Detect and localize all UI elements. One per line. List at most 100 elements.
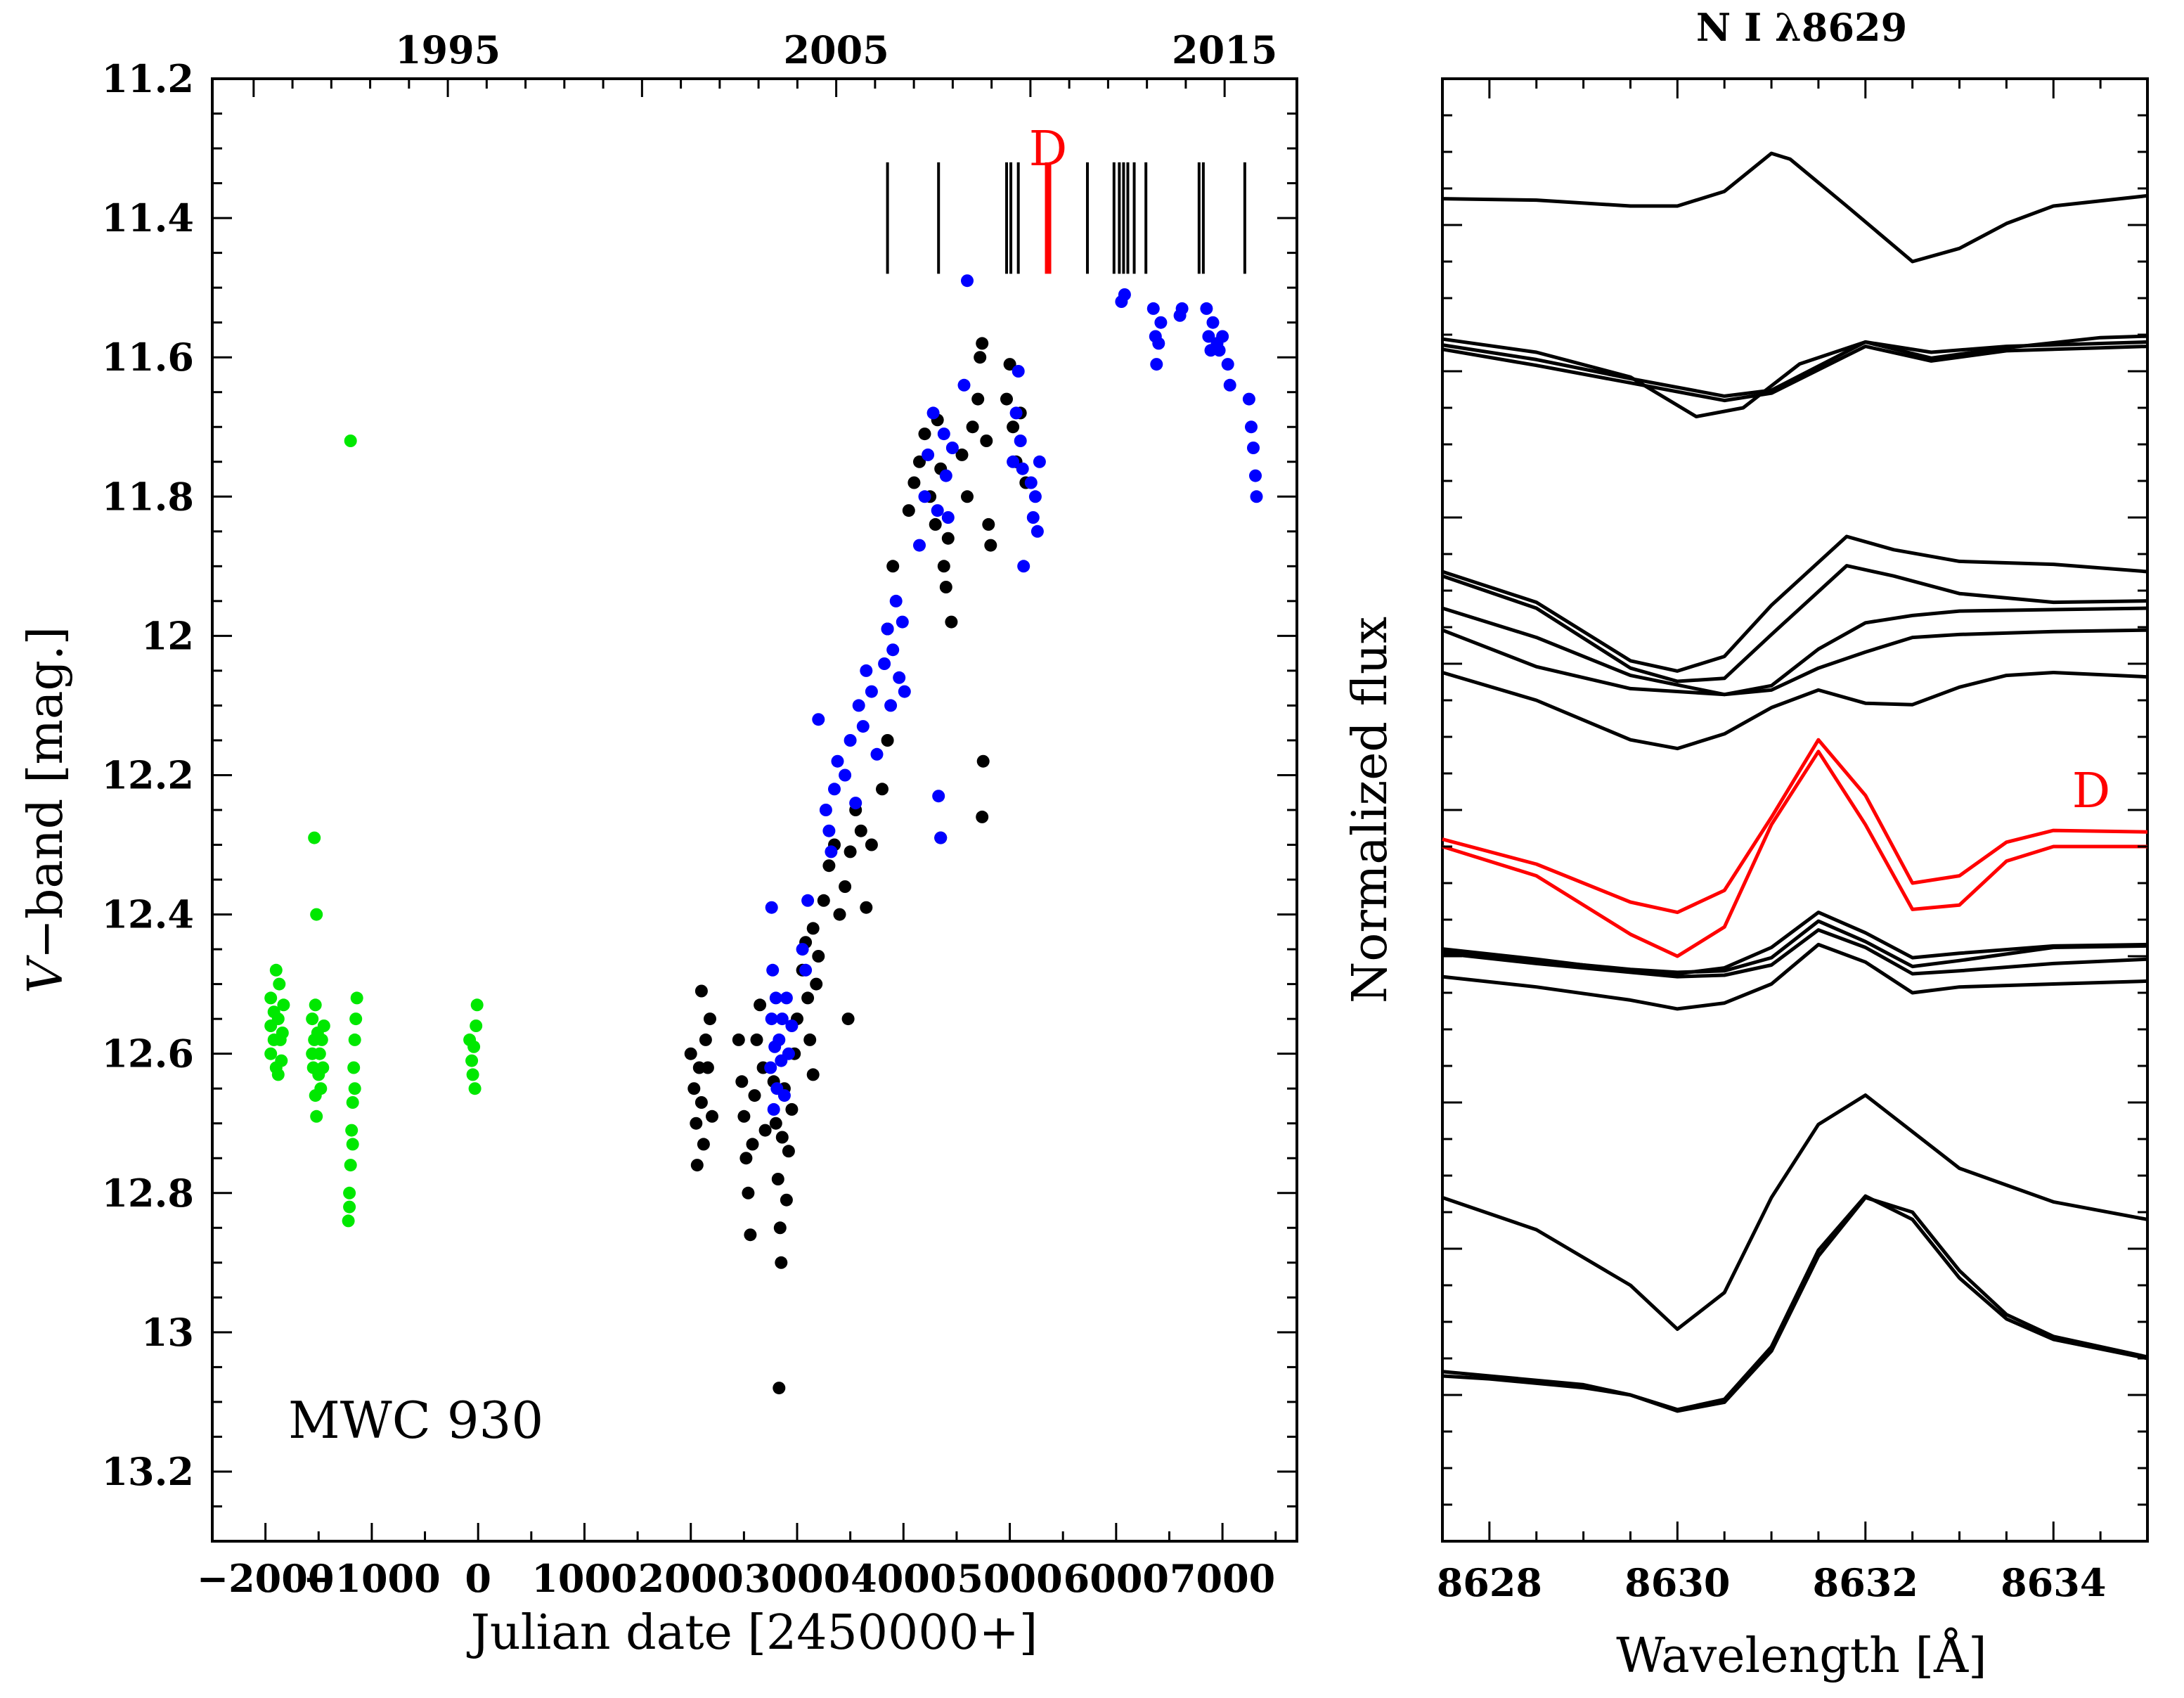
data-point: [896, 615, 909, 629]
spectrum-line: [1442, 345, 2148, 403]
data-point: [976, 337, 989, 350]
y-tick-label: 12.4: [101, 892, 194, 937]
data-point: [764, 1061, 777, 1074]
data-point: [926, 406, 940, 420]
data-point: [886, 643, 900, 657]
data-point: [893, 671, 906, 684]
spectrum-line: [1442, 928, 2148, 979]
data-point: [271, 1068, 285, 1081]
data-point: [937, 427, 950, 441]
data-point: [831, 754, 844, 768]
data-point: [922, 448, 935, 461]
spectra-x-tick-label: 8628: [1437, 1560, 1542, 1605]
highlight-spectrum-line: [1442, 750, 2147, 958]
spectra-x-axis-label: Wavelength [Å]: [1616, 1628, 1986, 1684]
y-axis-label-rest: −band [mag.]: [18, 626, 74, 959]
x-tick-label: −2000: [197, 1556, 335, 1601]
light-curve-axes: −2000−1000 0 1000 2000 3000 4000 5000 6000 7000 1…: [101, 27, 1297, 1601]
data-point: [780, 991, 793, 1005]
data-point: [822, 824, 836, 837]
data-point: [806, 922, 820, 935]
data-point: [343, 1186, 356, 1199]
data-point: [775, 1012, 789, 1026]
data-point: [746, 1138, 759, 1151]
data-point: [931, 504, 944, 517]
data-point: [737, 1110, 751, 1123]
y-axis-label-variable: V: [18, 955, 74, 993]
data-point: [1118, 288, 1131, 301]
data-point: [785, 1020, 799, 1032]
x-tick-label: 0: [465, 1556, 491, 1601]
spectrum-line: [1442, 919, 2148, 975]
data-point: [839, 768, 852, 782]
spectra-title: N I λ8629: [1696, 5, 1907, 50]
data-point: [466, 1068, 479, 1081]
spectra-plot-frame: [1441, 77, 2149, 1543]
y-tick-label: 11.2: [101, 56, 194, 101]
data-point: [976, 810, 989, 823]
y-tick-label: 12.8: [101, 1171, 194, 1216]
data-point: [744, 1228, 757, 1242]
data-point: [315, 1033, 328, 1046]
data-point: [310, 908, 323, 921]
data-point: [812, 713, 825, 726]
data-point: [1030, 525, 1044, 538]
data-point: [276, 1027, 289, 1039]
data-point: [697, 1138, 710, 1151]
spectra-x-tick-label: 8634: [2001, 1560, 2106, 1605]
data-point: [694, 984, 708, 998]
data-point: [690, 1159, 704, 1172]
data-point: [785, 1102, 799, 1116]
spectra-axes: 8628 8630 8632 8634: [1437, 77, 2149, 1605]
data-point: [313, 1047, 326, 1060]
data-point: [913, 455, 926, 468]
data-point: [773, 1382, 786, 1395]
spectra-marks: [1442, 151, 2148, 1413]
data-point: [1007, 455, 1020, 468]
data-point: [1003, 358, 1016, 371]
top-year-label: 2005: [783, 27, 889, 72]
x-tick-label: 6000: [1064, 1556, 1169, 1601]
data-point: [1150, 358, 1163, 371]
spectrum-line: [1442, 1093, 2148, 1331]
data-point: [346, 1096, 359, 1109]
data-point: [803, 1033, 817, 1046]
top-year-label: 1995: [395, 27, 500, 72]
data-point: [1247, 442, 1260, 454]
y-tick-label: 13: [141, 1310, 194, 1355]
data-point: [902, 504, 915, 517]
data-point: [342, 1214, 355, 1228]
data-point: [810, 977, 823, 991]
data-point: [907, 476, 921, 489]
y-tick-label: 13.2: [101, 1449, 194, 1494]
data-point: [1249, 469, 1262, 482]
data-point: [470, 998, 484, 1012]
data-point: [769, 1117, 782, 1130]
data-point: [264, 991, 278, 1005]
data-point: [971, 392, 985, 406]
data-point: [277, 998, 290, 1012]
data-point: [775, 1131, 789, 1144]
x-tick-label: 1000: [531, 1556, 637, 1601]
data-point: [945, 442, 959, 454]
spectrum-line: [1442, 942, 2148, 1011]
data-point: [1146, 302, 1160, 315]
data-point: [687, 1082, 701, 1095]
data-point: [771, 1173, 784, 1185]
spectrum-line: [1442, 606, 2148, 697]
data-point: [343, 1200, 356, 1214]
data-point: [852, 699, 865, 712]
data-point: [344, 435, 357, 447]
spectra-y-axis-label: Normalized flux: [1343, 617, 1398, 1003]
data-point: [782, 1145, 795, 1158]
light-curve-marks: [264, 162, 1263, 1395]
data-point: [684, 1047, 697, 1060]
data-point: [966, 420, 979, 434]
data-point: [984, 539, 997, 552]
data-point: [801, 991, 815, 1005]
data-point: [773, 1033, 786, 1046]
data-point: [1242, 392, 1255, 406]
data-point: [1202, 330, 1215, 343]
spectrum-line: [1442, 1194, 2148, 1412]
